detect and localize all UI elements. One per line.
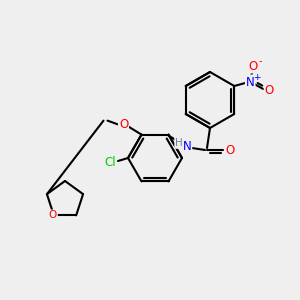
Text: O: O <box>49 210 57 220</box>
Text: H: H <box>175 138 183 148</box>
Text: -: - <box>259 56 262 66</box>
Text: N: N <box>246 76 255 88</box>
Text: O: O <box>249 59 258 73</box>
Text: Cl: Cl <box>104 157 116 169</box>
Text: O: O <box>265 85 274 98</box>
Text: +: + <box>254 73 261 82</box>
Text: O: O <box>119 118 128 131</box>
Text: N: N <box>183 140 191 154</box>
Text: O: O <box>225 143 235 157</box>
